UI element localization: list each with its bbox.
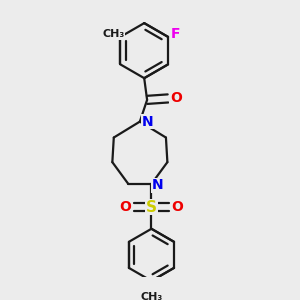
Text: O: O [170,92,182,105]
Text: CH₃: CH₃ [140,292,163,300]
Text: O: O [119,200,131,214]
Text: O: O [172,200,184,214]
Text: S: S [146,200,157,214]
Text: F: F [170,27,180,41]
Text: CH₃: CH₃ [102,29,124,39]
Text: N: N [152,178,163,192]
Text: N: N [141,115,153,129]
